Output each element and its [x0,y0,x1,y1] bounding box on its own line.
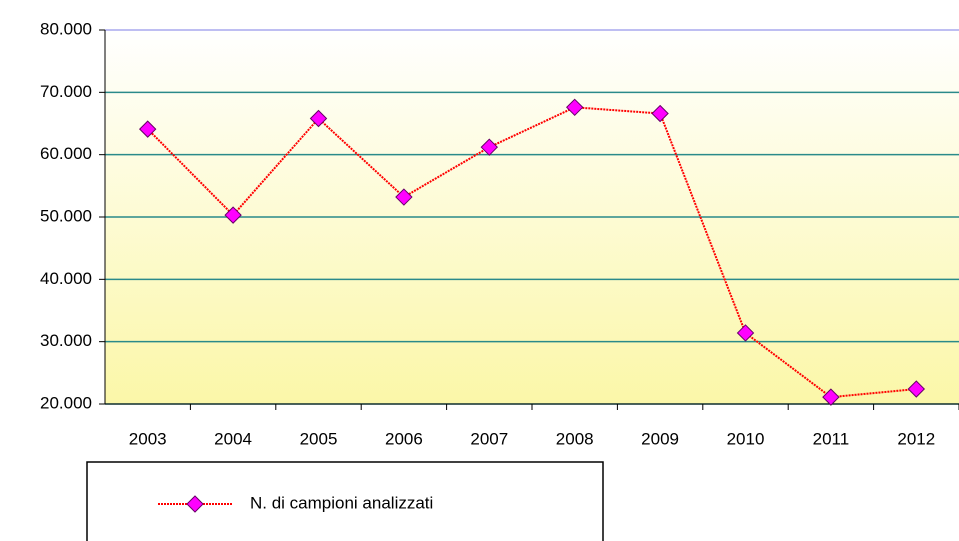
y-tick-label: 50.000 [40,206,92,225]
x-tick-label: 2011 [813,429,850,448]
marker [224,206,242,224]
y-tick-label: 70.000 [40,82,92,101]
marker [309,109,328,128]
x-tick-label: 2006 [385,429,423,448]
x-tick-label: 2010 [727,429,765,448]
x-tick-label: 2009 [641,429,679,448]
marker [651,104,669,123]
legend-label: N. di campioni analizzati [250,493,433,512]
x-tick-label: 2008 [556,429,594,448]
legend-marker [186,495,204,513]
marker [565,98,584,117]
x-tick-label: 2004 [214,429,252,448]
y-tick-label: 60.000 [40,144,92,163]
marker [736,324,755,342]
x-tick-label: 2007 [470,429,508,448]
legend-box [86,461,604,541]
y-tick-label: 80.000 [40,19,92,38]
x-tick-label: 2005 [300,429,338,448]
y-tick-label: 40.000 [40,269,92,288]
marker [138,120,157,138]
x-tick-label: 2012 [897,429,935,448]
marker [480,138,499,156]
y-tick-label: 20.000 [40,393,92,412]
marker [907,380,926,398]
marker [822,388,840,406]
series-line [146,106,917,399]
y-tick-label: 30.000 [40,331,92,350]
x-tick-label: 2003 [129,429,167,448]
marker [395,188,413,206]
